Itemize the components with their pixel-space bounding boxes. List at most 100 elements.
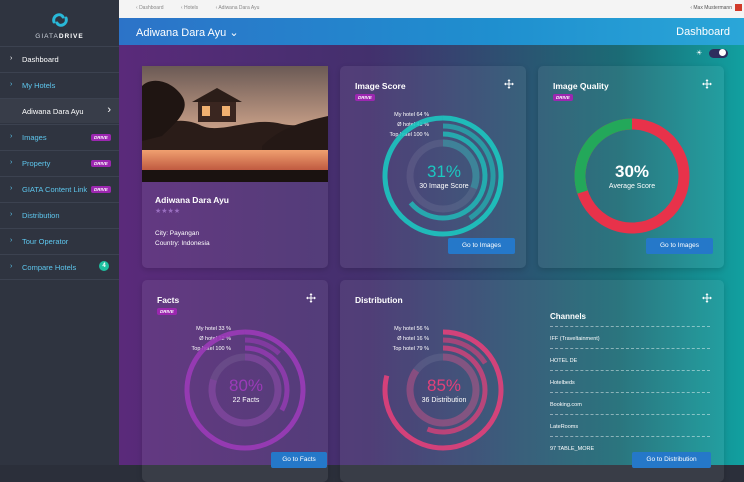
sidebar-item-label: Adiwana Dara Ayu (22, 107, 84, 116)
breadcrumb: ‹ Dashboard ‹ Hotels ‹ Adiwana Dara Ayu (136, 5, 275, 11)
avg-hotel-arc (442, 337, 488, 365)
top-hotel-arc (184, 329, 306, 451)
drive-badge: DRIVE (355, 94, 375, 101)
go-to-images-button[interactable]: Go to Images (646, 238, 713, 254)
score-track (208, 353, 282, 427)
card-title: Facts (157, 295, 180, 305)
chevron-right-icon: › (10, 263, 13, 270)
my-hotel-label: My hotel 56 % (394, 326, 429, 332)
card-title: Image Quality (553, 81, 609, 91)
score-label: 30 Image Score (419, 183, 469, 190)
top-hotel-label: Top hotel 100 % (389, 132, 429, 138)
chevron-down-icon: ⌄ (229, 27, 239, 39)
distribution-ring (382, 329, 504, 451)
score-track (406, 139, 480, 213)
go-to-distribution-button[interactable]: Go to Distribution (632, 452, 711, 468)
sidebar-item-compare-hotels[interactable]: › Compare Hotels 4 (0, 254, 119, 280)
sidebar-item-property[interactable]: › Property DRIVE (0, 150, 119, 175)
facts-card: Facts DRIVE My hotel 33 % Ø hotel 12 % T… (142, 280, 328, 482)
user-menu[interactable]: ‹ Max Mustermann (690, 5, 732, 11)
header: Adiwana Dara Ayu ⌄ Dashboard (119, 18, 744, 45)
move-icon[interactable] (504, 79, 514, 89)
sidebar-item-label: GIATA Content Link (22, 185, 88, 194)
top-hotel-arc (382, 115, 504, 237)
hotel-photo (142, 66, 328, 182)
sidebar-item-images[interactable]: › Images DRIVE (0, 124, 119, 149)
sidebar-item-distribution[interactable]: › Distribution (0, 202, 119, 227)
channel-item: Booking.com (550, 402, 710, 415)
drive-badge: DRIVE (91, 160, 111, 167)
facts-label: 22 Facts (232, 397, 260, 404)
card-title: Image Score (355, 81, 406, 91)
breadcrumb-item[interactable]: ‹ Dashboard (136, 5, 164, 11)
chevron-right-icon: › (10, 159, 13, 166)
score-arc (442, 139, 480, 190)
toggle-track (709, 49, 728, 58)
top-hotel-label: Top hotel 79 % (392, 346, 429, 352)
chevron-right-icon: › (10, 81, 13, 88)
toggle-knob (719, 49, 726, 56)
image-score-card: Image Score DRIVE My hotel 64 % Ø hotel … (340, 66, 526, 268)
dashboard-content: ☀ (119, 45, 744, 482)
count-badge: 4 (99, 261, 109, 271)
distribution-label: 36 Distribution (421, 397, 467, 404)
drive-badge: DRIVE (157, 308, 177, 315)
chevron-right-icon: › (10, 211, 13, 218)
go-to-images-button[interactable]: Go to Images (448, 238, 515, 254)
logo[interactable]: GIATADRIVE (0, 0, 119, 46)
sidebar-item-content-link[interactable]: › GIATA Content Link DRIVE (0, 176, 119, 201)
my-hotel-label: My hotel 33 % (196, 326, 231, 332)
sun-icon: ☀ (696, 50, 703, 57)
channels-list: Channels IFF (Traveltainment) HOTEL DE H… (536, 280, 716, 452)
card-title: Distribution (355, 295, 403, 305)
move-icon[interactable] (702, 293, 712, 303)
move-icon[interactable] (702, 79, 712, 89)
sidebar-item-label: Tour Operator (22, 237, 69, 246)
top-bar: ‹ Dashboard ‹ Hotels ‹ Adiwana Dara Ayu … (119, 0, 744, 18)
chevron-right-icon: › (10, 133, 13, 140)
quality-good-arc (574, 118, 633, 194)
my-hotel-label: My hotel 64 % (394, 112, 429, 118)
divider (550, 326, 710, 327)
hotel-selector[interactable]: Adiwana Dara Ayu ⌄ (136, 27, 239, 39)
sidebar: GIATADRIVE › Dashboard › My Hotels Adiwa… (0, 0, 119, 465)
logo-icon (52, 13, 68, 27)
chevron-right-icon: › (10, 237, 13, 244)
chevron-right-icon: › (107, 104, 111, 116)
avg-hotel-arc (244, 337, 281, 356)
sidebar-item-label: Images (22, 133, 47, 142)
my-hotel-arc (408, 131, 488, 221)
chevron-right-icon: › (10, 185, 13, 192)
channel-item: LateRooms (550, 424, 710, 437)
hotel-city: City: Payangan (155, 230, 200, 237)
drive-badge: DRIVE (91, 134, 111, 141)
quality-percent: 30% (614, 162, 650, 181)
hotel-name: Adiwana Dara Ayu (155, 195, 230, 205)
my-hotel-arc (426, 345, 488, 435)
top-hotel-label: Top hotel 100 % (191, 346, 231, 352)
avg-hotel-arc (442, 123, 496, 221)
drive-badge: DRIVE (553, 94, 573, 101)
channel-item: HOTEL DE (550, 358, 710, 371)
hotel-stars: ★★★★ (155, 208, 181, 215)
breadcrumb-item: ‹ Adiwana Dara Ayu (215, 5, 260, 11)
image-quality-ring (574, 118, 690, 234)
move-icon[interactable] (306, 293, 316, 303)
channels-title: Channels (550, 312, 587, 321)
flag-icon[interactable] (735, 4, 742, 11)
sidebar-item-my-hotels[interactable]: › My Hotels (0, 72, 119, 97)
chevron-right-icon: › (10, 55, 13, 62)
go-to-facts-button[interactable]: Go to Facts (271, 452, 327, 468)
channel-item: Hotelbeds (550, 380, 710, 393)
breadcrumb-item[interactable]: ‹ Hotels (180, 5, 199, 11)
sidebar-item-label: My Hotels (22, 81, 56, 90)
logo-text: GIATADRIVE (35, 33, 84, 40)
score-track (406, 353, 480, 427)
score-arc (406, 353, 480, 427)
image-quality-card: Image Quality DRIVE 30% Average Score Go… (538, 66, 724, 268)
sidebar-item-tour-operator[interactable]: › Tour Operator (0, 228, 119, 253)
sidebar-item-current-hotel[interactable]: Adiwana Dara Ayu › (0, 98, 119, 123)
distribution-percent: 85% (426, 376, 462, 395)
page-title: Dashboard (676, 26, 730, 38)
sidebar-item-dashboard[interactable]: › Dashboard (0, 46, 119, 71)
